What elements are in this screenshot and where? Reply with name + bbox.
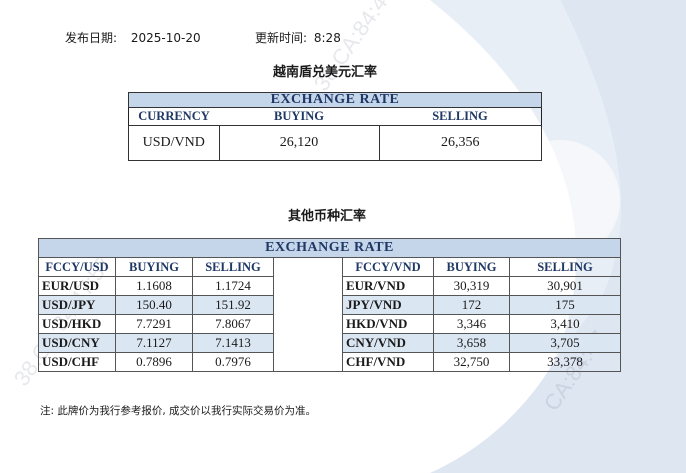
buying-rate-cell: 3,658: [433, 333, 510, 353]
buying-rate-cell: 1.1608: [115, 276, 193, 296]
currency-pair-cell: USD/CHF: [38, 352, 116, 372]
currency-pair-cell: JPY/VND: [342, 295, 434, 315]
watermark: 38.CA:84:47: [308, 0, 400, 96]
buying-rate-cell: 32,750: [433, 352, 510, 372]
exchange-rate-table-usd-vnd: EXCHANGE RATE CURRENCY BUYING SELLING US…: [128, 92, 542, 161]
buying-rate-cell: 7.7291: [115, 314, 193, 334]
selling-rate-cell: 0.7976: [192, 352, 274, 372]
buying-rate-cell: 26,120: [218, 125, 380, 161]
table-header-bar: EXCHANGE RATE: [38, 238, 621, 258]
column-header-buying: BUYING: [433, 257, 510, 277]
selling-rate-cell: 3,410: [509, 314, 621, 334]
selling-rate-cell: 7.8067: [192, 314, 274, 334]
buying-rate-cell: 0.7896: [115, 352, 193, 372]
update-time-label: 更新时间:: [255, 31, 308, 45]
buying-rate-cell: 7.1127: [115, 333, 193, 353]
column-header-currency: CURRENCY: [128, 107, 219, 126]
currency-pair-cell: USD/JPY: [38, 295, 116, 315]
column-header-selling: SELLING: [379, 107, 542, 126]
exchange-rate-table-other: EXCHANGE RATE FCCY/USD BUYING SELLING FC…: [38, 238, 621, 372]
section-title-vnd-usd: 越南盾兑美元汇率: [273, 65, 378, 80]
column-header-fccy-vnd: FCCY/VND: [342, 257, 434, 277]
currency-pair-cell: EUR/USD: [38, 276, 116, 296]
currency-pair-cell: USD/HKD: [38, 314, 116, 334]
column-header-buying: BUYING: [115, 257, 193, 277]
currency-pair-cell: CNY/VND: [342, 333, 434, 353]
selling-rate-cell: 1.1724: [192, 276, 274, 296]
update-time: 更新时间: 8:28: [255, 29, 341, 46]
selling-rate-cell: 26,356: [378, 125, 542, 161]
buying-rate-cell: 3,346: [433, 314, 510, 334]
selling-rate-cell: 151.92: [192, 295, 274, 315]
buying-rate-cell: 30,319: [433, 276, 510, 296]
disclaimer-note: 注: 此牌价为我行参考报价, 成交价以我行实际交易价为准。: [40, 405, 317, 417]
section-title-other-currencies: 其他币种汇率: [288, 209, 367, 224]
selling-rate-cell: 175: [509, 295, 621, 315]
column-header-fccy-usd: FCCY/USD: [38, 257, 116, 277]
publish-date: 发布日期: 2025-10-20: [65, 29, 201, 46]
currency-pair-cell: CHF/VND: [342, 352, 434, 372]
selling-rate-cell: 7.1413: [192, 333, 274, 353]
currency-pair-cell: USD/VND: [128, 125, 220, 161]
column-header-selling: SELLING: [192, 257, 274, 277]
table-header-bar: EXCHANGE RATE: [128, 92, 542, 108]
publish-date-value: 2025-10-20: [130, 31, 201, 45]
column-header-selling: SELLING: [509, 257, 621, 277]
currency-pair-cell: USD/CNY: [38, 333, 116, 353]
table-spacer: [273, 257, 343, 372]
selling-rate-cell: 33,378: [509, 352, 621, 372]
publish-date-label: 发布日期:: [65, 31, 118, 45]
buying-rate-cell: 150.40: [115, 295, 193, 315]
update-time-value: 8:28: [313, 31, 341, 45]
selling-rate-cell: 30,901: [509, 276, 621, 296]
selling-rate-cell: 3,705: [509, 333, 621, 353]
buying-rate-cell: 172: [433, 295, 510, 315]
column-header-buying: BUYING: [219, 107, 379, 126]
currency-pair-cell: EUR/VND: [342, 276, 434, 296]
currency-pair-cell: HKD/VND: [342, 314, 434, 334]
